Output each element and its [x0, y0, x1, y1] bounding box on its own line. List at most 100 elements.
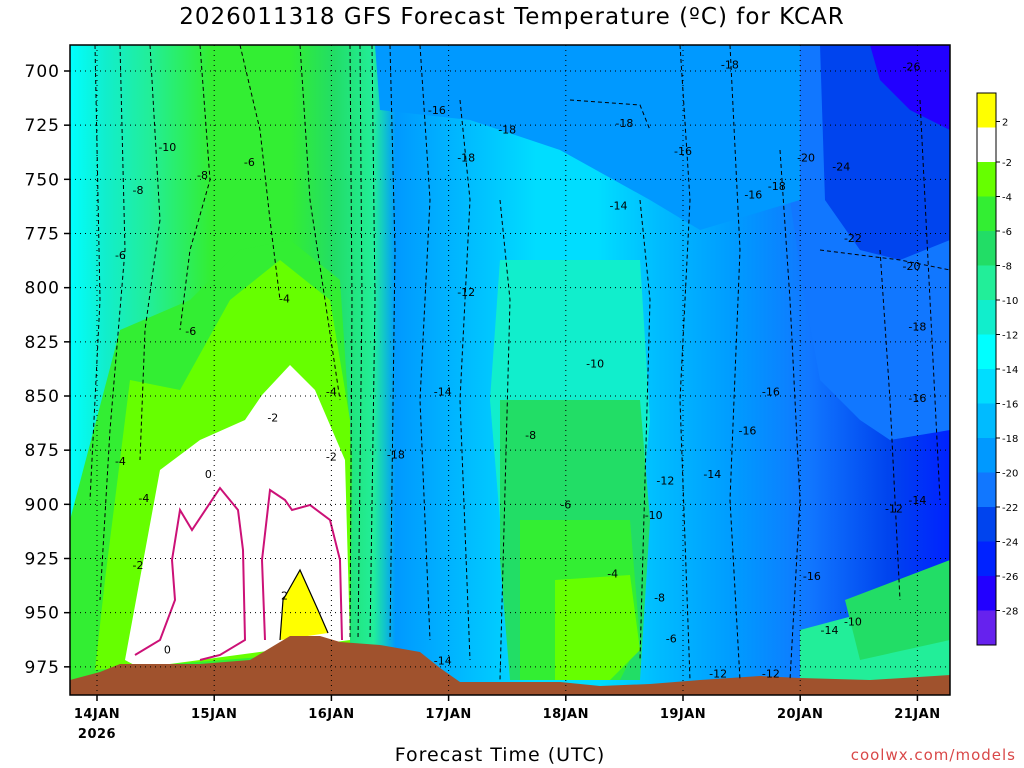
- contour-label: -16: [744, 189, 762, 202]
- contour-label: -20: [903, 260, 921, 273]
- region-cold-18: [375, 45, 800, 230]
- contour-label: -8: [654, 592, 665, 605]
- contour-label: -16: [803, 570, 821, 583]
- contour-label: 2: [281, 589, 288, 602]
- x-tick-label: 20JAN: [777, 707, 823, 722]
- contour-label: -14: [434, 386, 452, 399]
- contour-label: -4: [138, 492, 149, 505]
- y-tick-label: 875: [25, 441, 60, 461]
- contour-label: -18: [457, 152, 475, 165]
- y-axis: 700 725 750 775 800 825 850 875 900 925 950 975: [25, 62, 70, 678]
- contour-label: 0: [205, 468, 212, 481]
- colorbar-swatch: [977, 576, 996, 611]
- contour-label: -12: [457, 286, 475, 299]
- contour-label: -8: [133, 184, 144, 197]
- colorbar-tick-label: -20: [1002, 469, 1018, 480]
- contour-label: -18: [908, 321, 926, 334]
- contour-label: -16: [674, 145, 692, 158]
- contour-line: [179, 44, 211, 331]
- contour-label: -10: [844, 615, 862, 628]
- colorbar-tick-label: -14: [1002, 365, 1018, 376]
- x-tick-label: 19JAN: [660, 707, 706, 722]
- colorbar-tick-label: -28: [1002, 607, 1018, 618]
- contour-label: -12: [885, 503, 903, 516]
- y-tick-label: 975: [25, 658, 60, 678]
- colorbar-swatch: [977, 472, 996, 507]
- x-tick-label: 21JAN: [894, 707, 940, 722]
- colorbar-tick-label: -24: [1002, 538, 1018, 549]
- contour-line: [139, 44, 161, 461]
- plot-area: [70, 45, 950, 695]
- colorbar-tick-label: -8: [1002, 262, 1012, 273]
- contour-line: [459, 99, 471, 661]
- x-tick-label: 17JAN: [425, 707, 471, 722]
- contour-line: [679, 44, 691, 681]
- contour-label: -4: [115, 455, 126, 468]
- region-mid-4: [555, 575, 640, 680]
- x-year-label: 2026: [78, 727, 116, 742]
- contour-label: -18: [498, 124, 516, 137]
- chart-title: 2026011318 GFS Forecast Temperature (ºC)…: [179, 4, 845, 30]
- colorbar-swatch: [977, 438, 996, 473]
- contour-line: [639, 199, 651, 661]
- contour-label: -18: [768, 180, 786, 193]
- colorbar-tick-label: -18: [1002, 434, 1018, 445]
- contour-line: [499, 199, 511, 681]
- contour-label: -22: [844, 232, 862, 245]
- contour-label: -18: [615, 117, 633, 130]
- grid-lines: [69, 44, 951, 696]
- colorbar-tick-label: -12: [1002, 331, 1018, 342]
- y-tick-label: 725: [25, 116, 60, 136]
- contour-line-0: [134, 486, 247, 661]
- contour-label: -26: [903, 61, 921, 74]
- contour-label: -6: [666, 633, 677, 646]
- contour-line-2: [279, 568, 329, 641]
- contour-label: -2: [267, 412, 278, 425]
- contour-label: -14: [610, 199, 628, 212]
- colorbar-swatch: [977, 610, 996, 645]
- contour-label: -12: [709, 667, 727, 680]
- colorbar-tick-label: 2: [1002, 118, 1008, 129]
- contour-line: [357, 44, 363, 641]
- colorbar-tick-label: -10: [1002, 296, 1018, 307]
- contour-label: -16: [428, 104, 446, 117]
- region-cold-26: [870, 45, 950, 130]
- y-tick-label: 850: [25, 387, 60, 407]
- colorbar-swatch: [977, 300, 996, 335]
- contour-label: -10: [586, 358, 604, 371]
- contour-label: -2: [326, 451, 337, 464]
- y-tick-label: 950: [25, 604, 60, 624]
- colorbar-swatch: [977, 127, 996, 162]
- colorbar-swatch: [977, 162, 996, 197]
- contour-label: -4: [607, 568, 618, 581]
- colorbar-tick-label: -22: [1002, 503, 1018, 514]
- y-tick-label: 775: [25, 225, 60, 245]
- contour-label: -8: [525, 429, 536, 442]
- colorbar-tick-label: -4: [1002, 193, 1012, 204]
- colorbar-tick-label: -16: [1002, 400, 1018, 411]
- contour-line: [99, 44, 126, 601]
- contour-line: [879, 249, 901, 601]
- region-warm-above-0: [280, 570, 328, 640]
- contour-label: -16: [908, 392, 926, 405]
- contour-lines: [89, 44, 951, 681]
- x-tick-label: 15JAN: [191, 707, 237, 722]
- contour-label: -6: [115, 249, 126, 262]
- colorbar-swatch: [977, 231, 996, 266]
- contour-label: -16: [762, 386, 780, 399]
- colorbar-swatch: [977, 196, 996, 231]
- colorbar-tick-label: -26: [1002, 572, 1018, 583]
- y-tick-label: 750: [25, 170, 60, 190]
- y-tick-label: 825: [25, 333, 60, 353]
- colorbar-swatch: [977, 541, 996, 576]
- contour-line: [299, 44, 341, 401]
- colorbar-swatch: [977, 265, 996, 300]
- contour-label: -4: [326, 386, 337, 399]
- credit-link[interactable]: coolwx.com/models: [850, 746, 1016, 764]
- contour-label: -6: [185, 325, 196, 338]
- colorbar-tick-label: -6: [1002, 227, 1012, 238]
- colorbar-swatch: [977, 334, 996, 369]
- y-tick-label: 800: [25, 279, 60, 299]
- colorbar-swatch: [977, 93, 996, 128]
